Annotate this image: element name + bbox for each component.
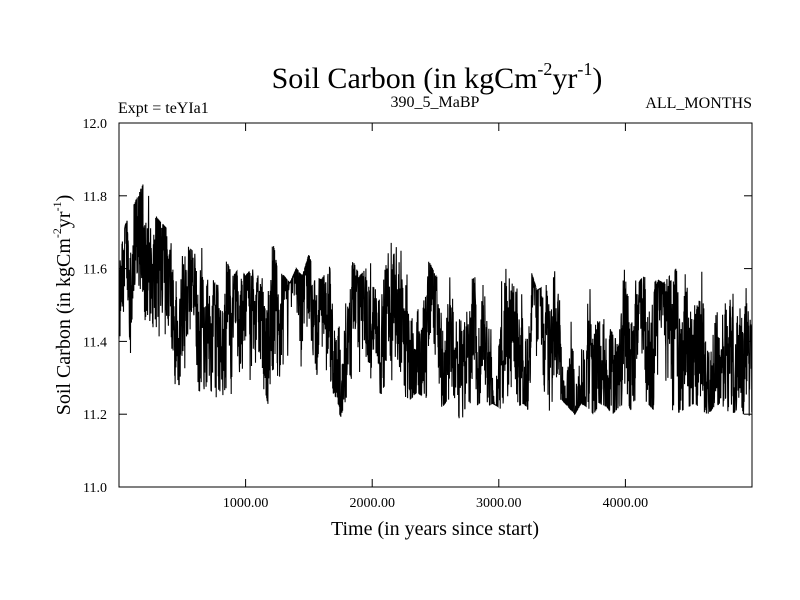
y-tick-label: 12.0 bbox=[83, 117, 108, 132]
y-tick-label: 11.8 bbox=[83, 190, 107, 205]
x-tick-label: 4000.00 bbox=[603, 496, 649, 511]
x-tick-label: 2000.00 bbox=[349, 496, 395, 511]
series-line-soil-carbon bbox=[118, 184, 753, 419]
x-axis-ticks: 1000.00 2000.00 3000.00 4000.00 bbox=[223, 123, 648, 511]
y-tick-label: 11.4 bbox=[83, 335, 107, 350]
x-tick-label: 1000.00 bbox=[223, 496, 269, 511]
x-tick-label: 3000.00 bbox=[476, 496, 522, 511]
period-label: 390_5_MaBP bbox=[391, 94, 480, 111]
y-axis-label: Soil Carbon (in kgCm-2yr-1) bbox=[50, 195, 75, 416]
y-axis-ticks: 11.0 11.2 11.4 11.6 11.8 12.0 bbox=[83, 117, 752, 496]
y-tick-label: 11.6 bbox=[83, 263, 107, 278]
x-axis-label: Time (in years since start) bbox=[331, 518, 539, 540]
y-tick-label: 11.2 bbox=[83, 408, 107, 423]
chart-title: Soil Carbon (in kgCm-2yr-1) bbox=[272, 59, 603, 95]
y-tick-label: 11.0 bbox=[83, 481, 107, 496]
experiment-label: Expt = teYIa1 bbox=[118, 100, 209, 117]
months-label: ALL_MONTHS bbox=[645, 95, 752, 112]
